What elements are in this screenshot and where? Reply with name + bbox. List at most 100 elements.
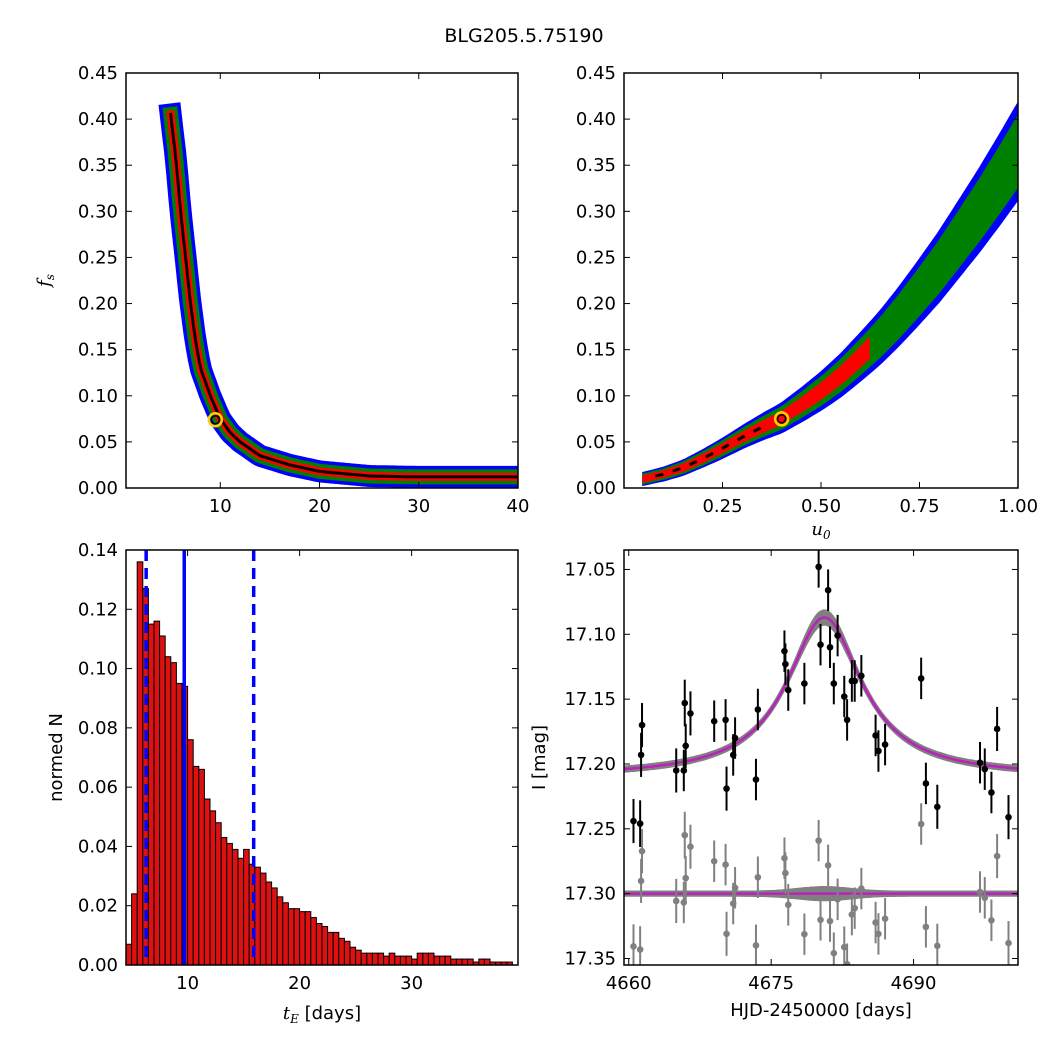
- axes-frame: [623, 549, 1019, 966]
- histogram-bar: [259, 872, 267, 965]
- histogram-bar: [388, 952, 396, 965]
- y-tick-label: 0.35: [78, 155, 118, 176]
- histogram-bar: [483, 958, 491, 965]
- data-point: [815, 563, 822, 571]
- residual-point: [680, 899, 688, 906]
- residual-point: [682, 874, 690, 882]
- residual-point: [922, 923, 930, 931]
- y-tick-label: 0.15: [78, 340, 118, 361]
- histogram-bar: [321, 925, 329, 965]
- data-point: [976, 759, 984, 766]
- data-point: [1005, 813, 1012, 821]
- histogram-bar: [209, 810, 217, 965]
- y-tick-label: 0.02: [78, 896, 118, 917]
- residual-point: [1005, 939, 1012, 947]
- plot-area: [624, 550, 1018, 965]
- data-point: [784, 686, 792, 694]
- plot-area: [642, 101, 1018, 487]
- histogram-bar: [327, 931, 334, 965]
- histogram-bar: [126, 943, 133, 965]
- data-point: [881, 741, 889, 748]
- data-point: [826, 643, 834, 651]
- data-point: [680, 767, 688, 774]
- data-point: [672, 767, 680, 774]
- y-tick-label: 0.14: [78, 540, 118, 561]
- histogram-bar: [220, 837, 228, 965]
- y-tick-label: 0.10: [576, 386, 616, 407]
- residual-point: [988, 916, 995, 924]
- histogram-bar: [411, 958, 418, 965]
- panel-fs-vs-te: 10 20 30 40 0.00 0.05 0.10 0.15 0.20 0.25 0.30 0.35…: [34, 63, 529, 517]
- histogram-bar: [450, 958, 457, 965]
- histogram-bar: [405, 955, 413, 965]
- histogram-bar: [444, 955, 452, 965]
- histogram-bar: [299, 911, 306, 965]
- sigma2-region: [642, 114, 1018, 485]
- y-tick-label: 0.25: [78, 247, 118, 268]
- x-tick-label: 40: [507, 496, 530, 517]
- x-tick-label: 30: [407, 496, 430, 517]
- histogram-bar: [287, 908, 295, 965]
- residual-point: [858, 885, 865, 892]
- y-tick-label: 0.08: [78, 718, 118, 739]
- histogram-bar: [377, 952, 385, 965]
- best-fit-marker: [773, 411, 790, 427]
- histogram-bar: [338, 937, 345, 965]
- histogram-bar: [315, 923, 323, 965]
- y-tick-label: 0.40: [576, 109, 616, 130]
- data-point: [922, 780, 930, 787]
- residual-point: [881, 915, 889, 922]
- residual-point: [722, 861, 729, 868]
- histogram-bar: [394, 955, 401, 965]
- histogram-bar: [293, 908, 301, 965]
- data-point: [851, 677, 859, 685]
- histogram-bar: [215, 822, 222, 965]
- histogram-bar: [371, 952, 379, 965]
- panel-te-histogram: 10 20 30 0.00 0.02 0.04 0.06 0.08 0.10 0.12 0.14 no…: [46, 540, 519, 1026]
- y-tick-label: 17.05: [564, 559, 616, 580]
- data-point: [824, 586, 832, 594]
- histogram-bar: [360, 952, 368, 965]
- best-region: [655, 425, 763, 478]
- y-tick-label: 0.35: [576, 155, 616, 176]
- residual-point: [636, 946, 644, 953]
- histogram-bar: [271, 887, 278, 965]
- y-tick-label: 0.00: [78, 955, 118, 976]
- histogram-bar: [422, 952, 429, 965]
- x-tick-label: 20: [288, 973, 311, 994]
- y-axis-label: normed N: [46, 713, 67, 802]
- residual-point: [934, 942, 941, 950]
- histogram-bar: [192, 765, 200, 965]
- residual-point: [638, 847, 646, 855]
- y-tick-label: 0.40: [78, 109, 118, 130]
- panel-fs-vs-u0: 0.25 0.50 0.75 1.00 0.00 0.05 0.10 0.15 0.20 0.25…: [576, 63, 1038, 542]
- best-fit-marker-inner: [776, 414, 787, 424]
- residual-point: [851, 904, 859, 912]
- residual-point: [875, 930, 882, 938]
- histogram-bar: [461, 958, 469, 965]
- histogram-bar: [164, 656, 172, 965]
- x-tick-label: 4675: [748, 973, 794, 994]
- best-fit-marker: [207, 412, 224, 428]
- data-point: [843, 716, 851, 724]
- histogram-bar: [366, 952, 373, 965]
- x-tick-label: 10: [209, 496, 232, 517]
- data-point: [710, 717, 718, 725]
- data-point: [681, 699, 689, 707]
- y-tick-label: 0.04: [78, 836, 118, 857]
- data-point: [637, 751, 645, 759]
- histogram-bar: [304, 911, 312, 965]
- histogram-bar: [170, 662, 177, 965]
- histogram-bar: [198, 768, 205, 965]
- histogram-bar: [282, 902, 289, 965]
- y-tick-label: 0.30: [78, 201, 118, 222]
- x-tick-label: 20: [308, 496, 331, 517]
- residual-point: [801, 930, 808, 938]
- histogram-bar: [343, 940, 351, 965]
- data-point: [875, 747, 882, 755]
- histogram-bar: [416, 952, 424, 965]
- x-tick-label: 1.00: [998, 496, 1038, 517]
- histogram-bar: [478, 958, 485, 965]
- residual-point: [637, 877, 645, 885]
- y-tick-label: 17.15: [564, 689, 616, 710]
